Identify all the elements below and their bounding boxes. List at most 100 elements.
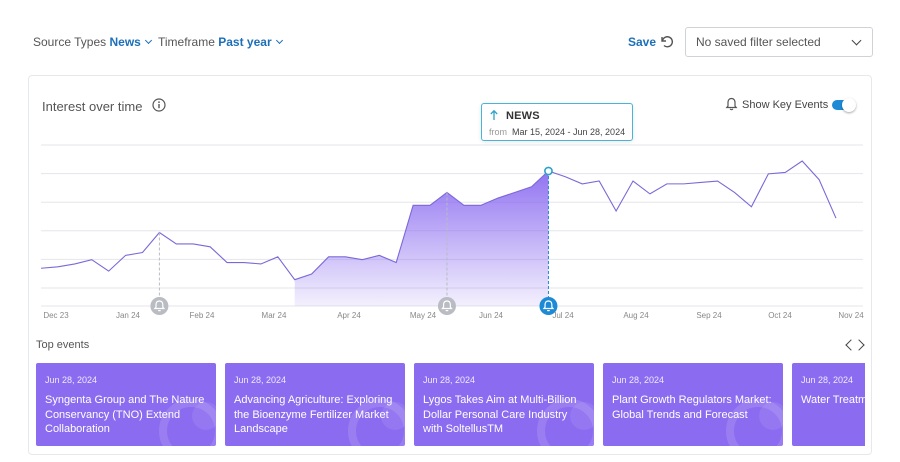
data-point bbox=[682, 182, 685, 185]
data-point bbox=[124, 254, 127, 257]
data-point bbox=[39, 267, 42, 270]
data-point bbox=[598, 179, 601, 182]
chevron-down-icon bbox=[851, 35, 862, 46]
data-point bbox=[175, 242, 178, 245]
key-event-marker bbox=[437, 297, 456, 315]
data-point bbox=[615, 209, 618, 212]
event-date: Jun 28, 2024 bbox=[801, 375, 854, 385]
data-point bbox=[665, 182, 668, 185]
x-tick-label: Aug 24 bbox=[623, 311, 649, 320]
x-tick-label: May 24 bbox=[410, 311, 437, 320]
undo-icon[interactable] bbox=[658, 33, 674, 49]
chevron-down-icon bbox=[144, 36, 152, 45]
data-point bbox=[784, 171, 787, 174]
data-point bbox=[225, 261, 228, 264]
data-point bbox=[530, 185, 533, 188]
data-point bbox=[767, 172, 770, 175]
data-point bbox=[716, 179, 719, 182]
data-point bbox=[733, 191, 736, 194]
data-point bbox=[361, 258, 364, 261]
data-point bbox=[242, 261, 245, 264]
data-point bbox=[310, 272, 313, 275]
event-date: Jun 28, 2024 bbox=[423, 375, 476, 385]
key-event-marker bbox=[150, 297, 169, 315]
data-point bbox=[581, 182, 584, 185]
data-point bbox=[496, 197, 499, 200]
event-title: Water Treatment Market Trends bbox=[801, 394, 865, 406]
key-event-marker bbox=[539, 297, 558, 315]
event-title: Plant Growth Regulators Market: Global T… bbox=[612, 394, 772, 421]
timeframe-filter[interactable]: Timeframe Past year bbox=[158, 35, 283, 49]
event-card[interactable]: Jun 28, 2024 Plant Growth Regulators Mark… bbox=[603, 363, 783, 446]
event-card[interactable]: Jun 28, 2024 Syngenta Group and The Natur… bbox=[36, 363, 216, 446]
saved-filter-select[interactable]: No saved filter selected bbox=[685, 27, 873, 57]
event-card[interactable]: Jun 28, 2024 Advancing Agriculture: Explo… bbox=[225, 363, 405, 446]
timeframe-value: Past year bbox=[218, 35, 272, 49]
timeframe-label: Timeframe bbox=[158, 35, 215, 49]
event-date: Jun 28, 2024 bbox=[612, 375, 665, 385]
bell-icon bbox=[441, 300, 453, 310]
interest-chart[interactable]: Dec 23 Jan 24 Feb 24 Mar 24 Apr 24 May 24 Jun … bbox=[29, 76, 872, 336]
data-point bbox=[479, 204, 482, 207]
data-point bbox=[834, 217, 837, 220]
series-line bbox=[40, 160, 837, 281]
x-tick-label: Oct 24 bbox=[768, 311, 792, 320]
event-card[interactable]: Jun 28, 2024 Water Treatment Market Trend… bbox=[792, 363, 865, 446]
toggle-knob bbox=[842, 98, 856, 112]
data-point bbox=[564, 175, 567, 178]
data-point bbox=[428, 204, 431, 207]
data-point bbox=[90, 258, 93, 261]
event-title: Syngenta Group and The Nature Conservanc… bbox=[45, 394, 205, 435]
event-title: Lygos Takes Aim at Multi-Billion Dollar … bbox=[423, 394, 577, 435]
data-point bbox=[209, 245, 212, 248]
data-point bbox=[56, 265, 59, 268]
data-point bbox=[462, 204, 465, 207]
event-date: Jun 28, 2024 bbox=[45, 375, 98, 385]
source-types-filter[interactable]: Source Types News bbox=[33, 35, 152, 49]
data-point bbox=[412, 204, 415, 207]
data-point bbox=[259, 262, 262, 265]
data-point bbox=[192, 242, 195, 245]
x-tick-label: Jan 24 bbox=[116, 311, 141, 320]
show-key-events-label: Show Key Events bbox=[742, 99, 829, 111]
top-events-list: Jun 28, 2024 Syngenta Group and The Natur… bbox=[36, 363, 865, 446]
card-title: Interest over time bbox=[42, 99, 143, 114]
source-types-value: News bbox=[109, 35, 141, 49]
tooltip-title: NEWS bbox=[506, 110, 540, 122]
data-point bbox=[344, 255, 347, 258]
x-tick-label: Jun 24 bbox=[479, 311, 504, 320]
save-button[interactable]: Save bbox=[628, 35, 657, 49]
chevron-down-icon bbox=[275, 36, 283, 45]
data-point bbox=[801, 159, 804, 162]
info-icon[interactable] bbox=[152, 98, 166, 112]
decorative-swirl bbox=[348, 399, 405, 446]
selected-point bbox=[544, 166, 553, 176]
bell-icon bbox=[725, 97, 738, 111]
x-tick-label: Mar 24 bbox=[262, 311, 287, 320]
x-tick-label: Nov 24 bbox=[838, 311, 864, 320]
chevron-right-icon[interactable] bbox=[853, 339, 865, 351]
data-point bbox=[378, 254, 381, 257]
saved-filter-value: No saved filter selected bbox=[696, 35, 821, 49]
arrow-up-icon bbox=[490, 109, 498, 120]
data-point bbox=[141, 251, 144, 254]
x-tick-label: Feb 24 bbox=[190, 311, 215, 320]
show-key-events-toggle[interactable] bbox=[832, 98, 856, 112]
interest-over-time-card: Dec 23 Jan 24 Feb 24 Mar 24 Apr 24 May 24 Jun … bbox=[28, 75, 872, 455]
tooltip-date-range: Mar 15, 2024 - Jun 28, 2024 bbox=[512, 127, 626, 137]
data-point bbox=[817, 178, 820, 181]
x-tick-label: Sep 24 bbox=[696, 311, 722, 320]
data-point bbox=[648, 192, 651, 195]
data-point bbox=[327, 255, 330, 258]
x-tick-label: Jul 24 bbox=[552, 311, 574, 320]
bell-icon bbox=[153, 300, 166, 310]
source-types-label: Source Types bbox=[33, 35, 107, 49]
data-point bbox=[73, 262, 76, 265]
event-card[interactable]: Jun 28, 2024 Lygos Takes Aim at Multi-Bil… bbox=[414, 363, 594, 446]
event-date: Jun 28, 2024 bbox=[234, 375, 287, 385]
event-title: Advancing Agriculture: Exploring the Bio… bbox=[234, 394, 393, 435]
decorative-swirl bbox=[159, 399, 216, 446]
decorative-swirl bbox=[537, 399, 594, 446]
bell-icon bbox=[542, 300, 555, 310]
x-tick-label: Dec 23 bbox=[43, 311, 69, 320]
